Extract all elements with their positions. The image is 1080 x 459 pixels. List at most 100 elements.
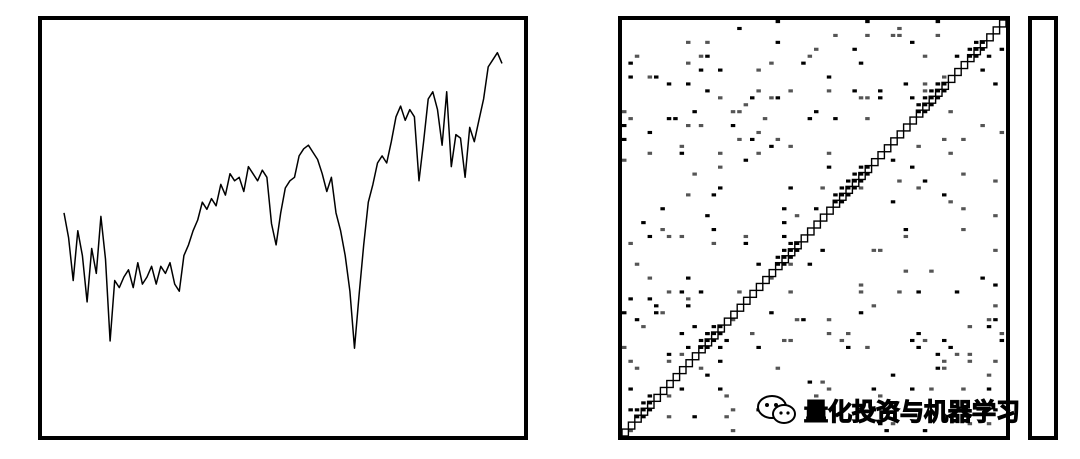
heatmap-cell	[986, 318, 992, 322]
heatmap-cell	[698, 54, 704, 58]
diagonal-cell	[832, 199, 841, 208]
heatmap-cell	[986, 422, 992, 426]
heatmap-cell	[686, 345, 691, 349]
diagonal-cell	[966, 53, 975, 63]
diagonal-cell	[749, 289, 758, 299]
heatmap-cell	[679, 151, 685, 155]
heatmap-cell	[884, 429, 889, 433]
heatmap-cell	[942, 82, 947, 86]
heatmap-cell	[698, 124, 704, 128]
heatmap-cell	[871, 248, 877, 252]
heatmap-cell	[737, 110, 742, 114]
heatmap-cell	[724, 338, 729, 343]
heatmap-cell	[826, 318, 832, 322]
heatmap-cell	[679, 144, 685, 148]
heatmap-cell	[916, 144, 921, 148]
heatmap-cell	[954, 54, 960, 58]
heatmap-cell	[942, 89, 947, 93]
heatmap-cell	[910, 387, 915, 391]
line-chart-panel	[38, 16, 528, 440]
heatmap-cell	[705, 40, 710, 44]
heatmap-cell	[794, 241, 800, 245]
heatmap-cell	[622, 124, 627, 128]
diagonal-cell	[954, 67, 962, 77]
heatmap-cell	[698, 366, 704, 370]
heatmap-cell	[826, 332, 832, 336]
heatmap-cell	[660, 228, 665, 232]
heatmap-cell	[954, 352, 960, 356]
heatmap-cell	[711, 241, 717, 245]
heatmap-cell	[750, 332, 755, 336]
heatmap-cell	[769, 311, 774, 315]
heatmap-cell	[916, 110, 921, 114]
heatmap-cell	[820, 380, 825, 384]
heatmap-cell	[801, 61, 806, 65]
heatmap-cell	[782, 262, 787, 266]
heatmap-cell	[967, 422, 973, 426]
heatmap-cell	[711, 332, 717, 336]
heatmap-cell	[922, 54, 928, 58]
diagonal-cell	[979, 40, 988, 49]
heatmap-cell	[775, 20, 781, 24]
diagonal-cell	[723, 317, 732, 326]
diagonal-cell	[755, 282, 764, 292]
heatmap-cell	[718, 387, 723, 391]
heatmap-cell	[916, 103, 921, 107]
heatmap-cell	[730, 429, 736, 433]
heatmap-cell	[846, 332, 851, 336]
heatmap-cell	[686, 82, 691, 86]
heatmap-cell	[807, 380, 813, 384]
heatmap-cell	[826, 75, 832, 79]
heatmap-cell	[711, 325, 717, 329]
heatmap-cell	[666, 415, 672, 419]
heatmap-cell	[890, 33, 896, 37]
diagonal-cell	[685, 359, 694, 368]
heatmap-cell	[858, 290, 864, 294]
heatmap-cell	[839, 193, 845, 197]
heatmap-cell	[948, 200, 953, 204]
heatmap-cell	[775, 40, 781, 44]
heatmap-cell	[775, 366, 781, 370]
diagonal-cell	[806, 227, 815, 236]
heatmap-cell	[692, 415, 697, 419]
diagonal-cell	[877, 151, 886, 160]
heatmap-cell	[910, 165, 915, 169]
heatmap-cell	[961, 137, 966, 141]
heatmap-cell	[807, 54, 813, 58]
diagonal-cell	[781, 255, 790, 264]
heatmap-cell	[980, 68, 985, 72]
diagonal-cell	[870, 157, 879, 167]
heatmap-cell	[935, 366, 941, 370]
heatmap-cell	[647, 130, 653, 135]
heatmap-cell	[833, 33, 838, 37]
heatmap-cell	[858, 186, 864, 190]
heatmap-cell	[903, 269, 909, 273]
diagonal-cell	[973, 47, 982, 56]
heatmap-cell	[711, 193, 717, 197]
diagonal-cell	[627, 421, 636, 430]
heatmap-cell	[698, 290, 704, 294]
heatmap-cell	[807, 117, 813, 121]
heatmap-cell	[666, 234, 672, 239]
heatmap-cell	[865, 20, 870, 24]
heatmap-cell	[788, 290, 793, 294]
diagonal-cell	[851, 178, 860, 188]
heatmap-cell	[820, 248, 825, 252]
heatmap-cell	[743, 103, 749, 107]
heatmap-cell	[698, 345, 704, 349]
heatmap-cell	[967, 359, 973, 363]
heatmap-cell	[846, 193, 851, 197]
diagonal-cell	[934, 88, 943, 97]
heatmap-cell	[756, 89, 761, 93]
heatmap-cell	[622, 311, 627, 315]
heatmap-cell	[788, 186, 793, 190]
heatmap-cell	[769, 144, 774, 148]
heatmap-cell	[993, 359, 998, 363]
heatmap-cell	[750, 137, 755, 141]
heatmap-cell	[942, 359, 947, 363]
diagonal-cell	[762, 275, 770, 285]
heatmap-cell	[833, 200, 838, 204]
heatmap-cell	[622, 345, 627, 349]
heatmap-cell	[961, 387, 966, 391]
heatmap-cell	[788, 248, 793, 252]
